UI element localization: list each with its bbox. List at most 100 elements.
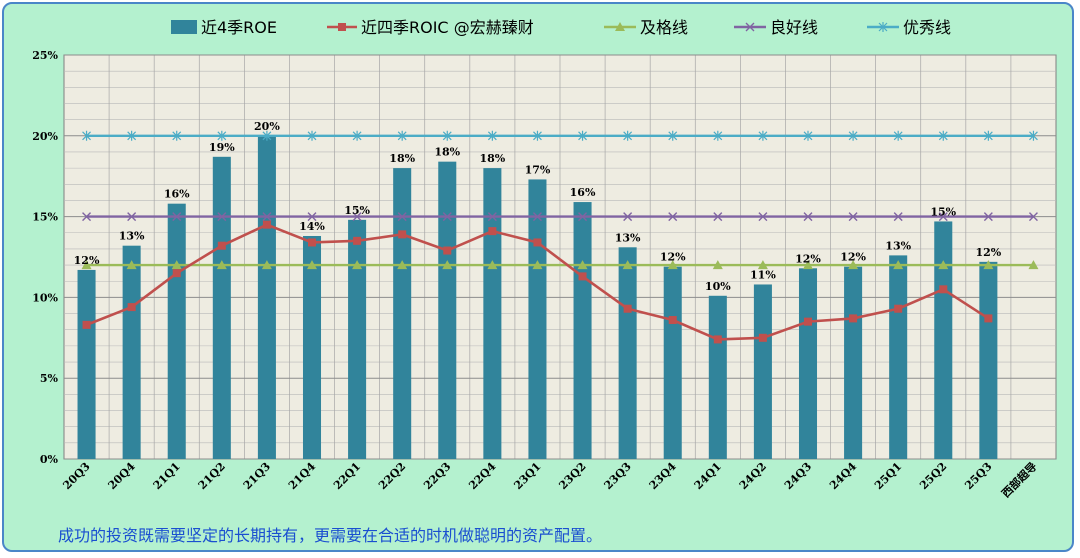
bar-data-label: 15% xyxy=(344,204,370,217)
marker-x xyxy=(848,212,858,222)
bar xyxy=(122,245,141,459)
marker-square xyxy=(713,335,722,344)
bar-data-label: 12% xyxy=(795,252,821,265)
bar xyxy=(257,135,276,460)
x-tick-label: 23Q3 xyxy=(602,460,634,492)
x-tick-label: 23Q1 xyxy=(511,460,543,492)
marker-star xyxy=(623,130,633,141)
marker-star xyxy=(938,130,948,141)
marker-triangle xyxy=(352,260,363,270)
x-tick-label: 23Q2 xyxy=(556,460,588,492)
x-tick-label: 20Q4 xyxy=(106,460,138,492)
marker-star xyxy=(442,130,452,141)
x-tick-label: 21Q1 xyxy=(151,460,183,492)
marker-triangle xyxy=(622,260,633,270)
x-tick-label: 22Q1 xyxy=(331,460,363,492)
bar-data-label: 17% xyxy=(525,163,551,176)
chart-svg: 0% 5% 10% 15% 20% 25% 12% 13% 16% 19% 20% 14% 15% 18%… xyxy=(32,18,1057,500)
marker-x xyxy=(578,212,588,222)
marker-x xyxy=(668,212,678,222)
bar xyxy=(889,255,908,459)
bar-data-label: 14% xyxy=(299,220,325,233)
bar xyxy=(844,266,863,459)
bar-data-label: 18% xyxy=(479,152,505,165)
marker-triangle xyxy=(1028,260,1039,270)
marker-square xyxy=(804,317,812,326)
marker-square xyxy=(338,23,346,31)
marker-triangle xyxy=(712,260,723,270)
marker-triangle xyxy=(938,260,949,270)
marker-triangle xyxy=(81,260,92,270)
marker-x xyxy=(487,212,497,222)
bar-data-label: 10% xyxy=(705,280,731,293)
marker-square xyxy=(623,304,632,313)
x-tick-label: 20Q3 xyxy=(60,460,92,492)
x-tick-label: 24Q2 xyxy=(737,460,769,492)
legend-label: 近四季ROIC @宏赫臻财 xyxy=(361,18,534,37)
marker-square xyxy=(533,238,542,247)
marker-triangle xyxy=(397,260,408,270)
marker-triangle xyxy=(615,22,625,31)
bar-data-label: 16% xyxy=(570,186,596,199)
marker-star xyxy=(668,130,678,141)
x-tick-label: 25Q3 xyxy=(962,460,994,492)
marker-x xyxy=(397,212,407,222)
marker-square xyxy=(398,230,407,239)
marker-star xyxy=(713,130,723,141)
bar xyxy=(618,247,637,459)
bar xyxy=(483,168,502,459)
bar xyxy=(77,269,96,459)
marker-square xyxy=(984,314,993,323)
marker-triangle xyxy=(487,260,498,270)
marker-x xyxy=(352,212,362,222)
marker-x xyxy=(532,212,542,222)
x-tick-label: 22Q2 xyxy=(376,460,408,492)
marker-triangle xyxy=(442,260,453,270)
marker-x xyxy=(1028,212,1038,222)
marker-x xyxy=(623,212,633,222)
marker-star xyxy=(878,22,888,32)
bar-data-label: 12% xyxy=(660,251,686,264)
x-tick-label: 22Q4 xyxy=(466,460,498,492)
marker-x xyxy=(983,212,993,222)
bar-data-label: 12% xyxy=(975,246,1001,259)
y-tick-label: 5% xyxy=(40,372,59,385)
footer-note: 成功的投资既需要坚定的长期持有，更需要在合适的时机做聪明的资产配置。 xyxy=(58,526,603,545)
bar-data-label: 12% xyxy=(74,254,100,267)
marker-star xyxy=(893,130,903,141)
marker-x xyxy=(893,212,903,222)
marker-square xyxy=(758,333,767,342)
x-tick-label: 24Q4 xyxy=(827,460,859,492)
bar-data-label: 13% xyxy=(885,239,911,252)
x-tick-label: 25Q2 xyxy=(917,460,949,492)
bar xyxy=(934,221,953,459)
bar xyxy=(393,168,412,459)
marker-star xyxy=(82,130,91,141)
marker-x xyxy=(172,212,182,222)
marker-star xyxy=(758,130,768,141)
marker-star xyxy=(487,130,497,141)
y-tick-label: 0% xyxy=(40,453,59,466)
marker-triangle xyxy=(261,260,272,270)
marker-x xyxy=(217,212,227,222)
marker-x xyxy=(938,212,948,222)
bar xyxy=(167,203,186,459)
marker-x xyxy=(127,212,137,222)
y-tick-label: 15% xyxy=(32,211,58,224)
bar-data-label: 12% xyxy=(840,251,866,264)
bar-data-label: 13% xyxy=(615,231,641,244)
marker-triangle xyxy=(171,260,182,270)
marker-triangle xyxy=(848,260,859,270)
y-tick-label: 10% xyxy=(32,291,58,304)
legend-swatch-bar xyxy=(171,20,197,34)
bar xyxy=(663,266,682,459)
bar-data-label: 18% xyxy=(389,152,415,165)
marker-star xyxy=(578,130,587,141)
marker-star xyxy=(262,130,272,141)
marker-star xyxy=(217,130,227,141)
bar-data-label: 11% xyxy=(750,268,776,281)
x-tick-label: 21Q3 xyxy=(241,460,273,492)
marker-triangle xyxy=(532,260,543,270)
marker-triangle xyxy=(893,260,904,270)
marker-square xyxy=(488,227,497,236)
